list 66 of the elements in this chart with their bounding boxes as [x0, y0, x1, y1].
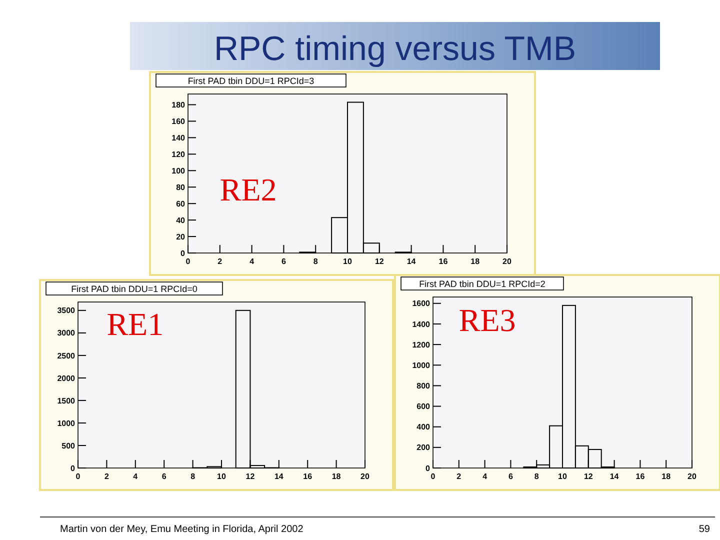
x-tick-label: 12 [584, 472, 594, 481]
x-tick-label: 4 [133, 472, 138, 481]
y-tick-label: 40 [176, 216, 186, 225]
y-tick-label: 1000 [57, 418, 76, 428]
text: Martin von der Mey, Emu Meeting in Florida, April 2002 [60, 524, 304, 535]
chart-title: First PAD tbin DDU=1 RPCId=2 [419, 279, 546, 289]
x-tick-label: 20 [360, 472, 370, 481]
y-tick-label: 600 [416, 402, 431, 412]
chart-title: First PAD tbin DDU=1 RPCId=0 [71, 284, 198, 294]
x-tick-label: 8 [190, 472, 196, 481]
y-tick-label: 3500 [57, 306, 76, 316]
x-tick-label: 6 [281, 257, 286, 266]
x-tick-label: 6 [508, 472, 514, 481]
y-tick-label: 100 [172, 166, 186, 176]
x-tick-label: 10 [217, 472, 226, 481]
x-tick-label: 18 [470, 257, 480, 266]
x-tick-label: 6 [162, 472, 167, 481]
y-tick-label: 1500 [57, 396, 76, 406]
y-tick-label: 2000 [57, 374, 76, 383]
x-tick-label: 16 [438, 257, 448, 266]
y-tick-label: 20 [176, 232, 186, 242]
x-tick-label: 16 [636, 472, 646, 481]
annotation: RE2 [220, 172, 277, 208]
y-tick-label: 1400 [412, 320, 431, 329]
x-tick-label: 12 [374, 257, 384, 266]
y-tick-label: 1200 [412, 340, 431, 350]
y-tick-label: 2500 [57, 351, 76, 360]
x-tick-label: 2 [456, 472, 462, 481]
y-tick-label: 1600 [412, 299, 431, 308]
x-tick-label: 14 [406, 257, 416, 266]
annotation: RE3 [458, 302, 516, 338]
y-tick-label: 120 [172, 150, 186, 159]
x-tick-label: 2 [104, 472, 110, 481]
y-tick-label: 140 [172, 133, 186, 142]
y-tick-label: 0 [180, 248, 186, 258]
x-tick-label: 16 [303, 472, 313, 481]
y-tick-label: 800 [416, 381, 431, 390]
x-tick-label: 20 [688, 472, 697, 481]
y-tick-label: 180 [172, 100, 186, 110]
y-tick-label: 500 [62, 441, 76, 450]
y-tick-label: 1000 [412, 360, 431, 370]
y-tick-label: 0 [70, 464, 76, 473]
x-tick-label: 10 [343, 257, 352, 266]
x-tick-label: 4 [250, 257, 255, 266]
y-tick-label: 400 [416, 422, 431, 432]
text: RPC timing versus TMB [214, 30, 576, 68]
x-tick-label: 4 [482, 472, 488, 481]
y-tick-label: 0 [426, 464, 431, 473]
y-tick-label: 200 [416, 443, 431, 452]
y-tick-label: 60 [176, 199, 186, 208]
x-tick-label: 10 [558, 472, 568, 481]
x-tick-label: 18 [662, 472, 672, 481]
annotation: RE1 [106, 306, 164, 342]
y-tick-label: 80 [176, 182, 186, 192]
y-tick-label: 160 [172, 116, 186, 126]
chart-title: First PAD tbin DDU=1 RPCId=3 [188, 76, 314, 86]
text: 59 [698, 524, 710, 535]
x-tick-label: 8 [534, 472, 540, 481]
x-tick-label: 14 [610, 472, 620, 481]
x-tick-label: 20 [502, 257, 512, 266]
x-tick-label: 14 [274, 472, 284, 481]
x-tick-label: 12 [246, 472, 256, 481]
x-tick-label: 18 [332, 472, 342, 481]
x-tick-label: 8 [313, 257, 318, 266]
y-tick-label: 3000 [57, 328, 76, 338]
x-tick-label: 2 [218, 257, 223, 266]
